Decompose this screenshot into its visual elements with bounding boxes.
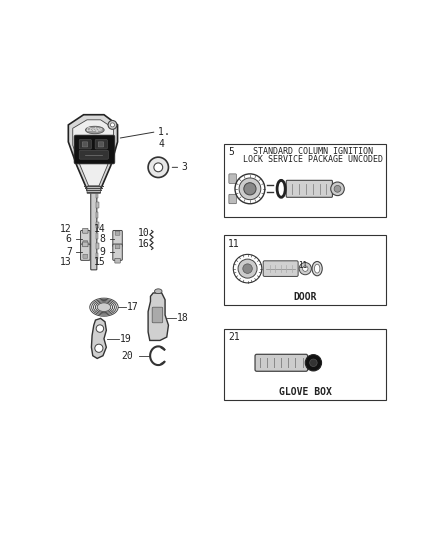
Text: 21: 21 <box>228 332 240 342</box>
Polygon shape <box>92 318 106 358</box>
Bar <box>224 143 386 216</box>
FancyBboxPatch shape <box>113 244 122 260</box>
Text: 18: 18 <box>177 313 189 324</box>
FancyBboxPatch shape <box>255 354 307 372</box>
Ellipse shape <box>85 126 104 134</box>
FancyBboxPatch shape <box>81 244 90 260</box>
FancyBboxPatch shape <box>263 261 298 277</box>
Text: Dodge: Dodge <box>87 127 103 133</box>
Text: 1: 1 <box>158 127 164 136</box>
Circle shape <box>96 325 104 332</box>
Circle shape <box>243 264 252 273</box>
Bar <box>96 243 99 249</box>
Text: 8: 8 <box>100 233 106 244</box>
FancyBboxPatch shape <box>152 307 162 323</box>
FancyBboxPatch shape <box>82 142 88 147</box>
Text: 16: 16 <box>138 239 150 249</box>
Circle shape <box>244 183 256 195</box>
Text: 13: 13 <box>60 257 72 266</box>
FancyBboxPatch shape <box>95 140 107 149</box>
Circle shape <box>331 182 344 196</box>
Ellipse shape <box>97 303 111 311</box>
FancyBboxPatch shape <box>87 186 101 193</box>
Text: 19: 19 <box>120 334 132 344</box>
FancyBboxPatch shape <box>229 194 237 204</box>
FancyBboxPatch shape <box>115 259 120 263</box>
FancyBboxPatch shape <box>83 229 88 233</box>
Polygon shape <box>73 120 113 186</box>
FancyBboxPatch shape <box>115 231 120 235</box>
FancyBboxPatch shape <box>74 135 115 164</box>
Text: DOOR: DOOR <box>293 292 317 302</box>
Circle shape <box>110 123 114 127</box>
Text: 6: 6 <box>66 233 72 244</box>
Text: 11: 11 <box>298 261 308 270</box>
FancyBboxPatch shape <box>83 241 88 245</box>
Text: 3: 3 <box>181 163 187 172</box>
Circle shape <box>239 178 261 200</box>
Text: STANDARD COLUMN IGNITION: STANDARD COLUMN IGNITION <box>253 147 373 156</box>
Text: 9: 9 <box>100 247 106 257</box>
FancyBboxPatch shape <box>113 230 122 247</box>
FancyBboxPatch shape <box>79 140 92 149</box>
Bar <box>96 202 99 208</box>
Bar <box>96 222 99 229</box>
Circle shape <box>305 354 321 371</box>
Ellipse shape <box>312 262 322 276</box>
Text: 5: 5 <box>228 147 234 157</box>
Text: 4: 4 <box>158 139 164 149</box>
FancyBboxPatch shape <box>115 245 120 249</box>
Text: 14: 14 <box>94 224 106 234</box>
Text: 12: 12 <box>60 224 72 234</box>
FancyBboxPatch shape <box>229 174 237 183</box>
Bar <box>96 232 98 239</box>
Circle shape <box>238 259 257 278</box>
Ellipse shape <box>155 289 162 294</box>
Circle shape <box>154 163 162 172</box>
Bar <box>96 253 98 259</box>
FancyBboxPatch shape <box>286 180 332 197</box>
Polygon shape <box>148 293 169 341</box>
FancyBboxPatch shape <box>83 254 88 259</box>
FancyBboxPatch shape <box>98 142 104 147</box>
Text: .: . <box>163 127 169 136</box>
FancyBboxPatch shape <box>79 150 108 159</box>
Text: 7: 7 <box>66 247 72 257</box>
Text: 10: 10 <box>138 228 150 238</box>
Text: GLOVE BOX: GLOVE BOX <box>279 387 332 398</box>
Circle shape <box>310 359 317 367</box>
Bar <box>224 328 386 400</box>
Bar <box>96 192 98 198</box>
Circle shape <box>303 266 308 271</box>
FancyBboxPatch shape <box>91 190 97 270</box>
Bar <box>96 212 98 218</box>
Circle shape <box>108 120 117 130</box>
FancyBboxPatch shape <box>83 242 88 247</box>
Ellipse shape <box>314 264 320 273</box>
FancyBboxPatch shape <box>115 245 120 249</box>
Circle shape <box>299 263 311 274</box>
Polygon shape <box>68 115 117 189</box>
Bar <box>224 235 386 305</box>
Circle shape <box>334 185 341 192</box>
Text: 20: 20 <box>122 351 134 361</box>
Text: 15: 15 <box>94 257 106 266</box>
Text: 17: 17 <box>127 302 139 312</box>
Text: 11: 11 <box>228 239 240 248</box>
Circle shape <box>148 157 169 177</box>
Circle shape <box>95 344 103 352</box>
Text: LOCK SERVICE PACKAGE UNCODED: LOCK SERVICE PACKAGE UNCODED <box>243 155 383 164</box>
FancyBboxPatch shape <box>81 230 90 247</box>
